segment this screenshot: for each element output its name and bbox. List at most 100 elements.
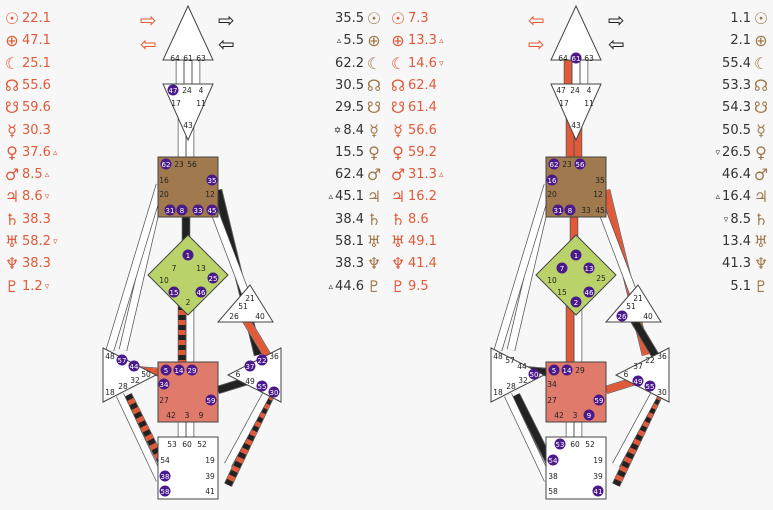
chart1-gate-1: 1: [186, 252, 190, 260]
chart2-gate-40: 40: [643, 312, 653, 321]
uranus-icon: ♅: [366, 232, 382, 251]
chart2-personality-row-10: 13.4 ♅: [718, 231, 771, 253]
chart1-personality-row-5: ✡ 8.4 ☿: [332, 120, 384, 142]
chart2-design-row-7: ♂ 31.3 ▵: [388, 164, 445, 186]
chart2-gate-21: 21: [633, 294, 643, 303]
earth-icon: ⊕: [5, 31, 19, 51]
chart2-gate-64: 64: [558, 54, 568, 63]
mars-icon: ♂: [366, 165, 382, 185]
chart2-personality-row-12: 5.1 ♇: [726, 276, 771, 298]
pluto-icon: ♇: [4, 276, 20, 296]
chart1-gate-55: 55: [258, 383, 267, 391]
north-node-icon: ☊: [390, 75, 406, 95]
fixing-marker: ▵: [44, 170, 50, 181]
chart1-gate-57-marker: [116, 354, 128, 366]
chart1-personality-row-3: 30.5 ☊: [331, 75, 384, 97]
planet-value: 2.1: [730, 33, 751, 49]
chart1-design-row-7: ♂ 8.5 ▵: [2, 164, 51, 186]
chart1-design-row-10: ♅ 58.2 ▿: [2, 231, 59, 253]
chart2-gate-54: 54: [549, 457, 558, 465]
jupiter-icon: ♃: [753, 187, 769, 207]
chart2-personality-row-1: 2.1 ⊕: [726, 30, 771, 52]
chart1-gate-8-marker: [176, 204, 188, 216]
chart2-gate-24: 24: [570, 86, 580, 95]
chart1-ch-root-solar-2-base: [224, 393, 270, 467]
mercury-icon: ☿: [7, 120, 17, 140]
chart1-gate-45-marker: [206, 204, 218, 216]
chart2-spleen-center: [490, 347, 546, 403]
chart1-gate-12: 12: [205, 190, 215, 199]
planet-value: 55.6: [22, 77, 51, 93]
chart1-gate-50: 50: [141, 370, 151, 379]
chart2-gate-11: 11: [584, 99, 594, 108]
venus-icon: ♀: [6, 142, 18, 162]
chart1-gate-22-marker: [256, 354, 268, 366]
pluto-icon: ♇: [753, 276, 769, 296]
chart1-gate-8: 8: [180, 207, 184, 215]
chart1-gate-48: 48: [105, 352, 115, 361]
chart2-gate-35: 35: [595, 176, 605, 185]
planet-value: 61.4: [408, 100, 437, 116]
moon-icon: ☾: [4, 53, 20, 73]
chart1-personality-row-10: 58.1 ♅: [331, 231, 384, 253]
chart2-gate-25: 25: [596, 274, 606, 283]
planet-value: 62.4: [408, 77, 437, 93]
chart1-personality-row-6: 15.5 ♀: [331, 142, 384, 164]
chart2-design-row-8: ♃ 16.2: [388, 186, 441, 208]
chart2-gate-26-marker: [616, 310, 628, 322]
fixing-marker: ▿: [438, 58, 444, 69]
planet-value: 44.6: [335, 278, 364, 294]
chart1-design-row-8: ♃ 8.6 ▿: [2, 186, 51, 208]
chart1-gate-46-marker: [195, 286, 207, 298]
chart2-gate-55: 55: [646, 383, 655, 391]
chart1-gate-28: 28: [118, 382, 128, 391]
chart2-gate-1: 1: [574, 252, 578, 260]
chart1-gate-1-marker: [182, 249, 194, 261]
mercury-icon: ☿: [369, 120, 379, 140]
chart2-gate-31: 31: [554, 207, 563, 215]
chart1-gate-47: 47: [169, 87, 178, 95]
chart2-gate-59: 59: [595, 397, 604, 405]
chart2-gate-53-marker: [554, 438, 566, 450]
chart1-personality-row-7: 62.4 ♂: [331, 164, 384, 186]
chart2-gate-23: 23: [562, 160, 572, 169]
chart2-gate-19: 19: [593, 456, 603, 465]
chart2-gate-39: 39: [593, 472, 603, 481]
chart1-gate-15-marker: [168, 286, 180, 298]
planet-value: 26.5: [722, 144, 751, 160]
planet-value: 41.4: [408, 256, 437, 272]
mars-icon: ♂: [4, 165, 20, 185]
chart1-ch-root-spleen-personality: [124, 393, 167, 467]
chart1-gate-54: 54: [160, 456, 170, 465]
mars-icon: ♂: [390, 165, 406, 185]
chart2-gate-9: 9: [587, 412, 591, 420]
chart2-gate-22: 22: [645, 356, 655, 365]
neptune-icon: ♆: [753, 254, 769, 274]
chart2-personality-row-2: 55.4 ☾: [718, 53, 771, 75]
chart2-personality-row-6: ▿ 26.5 ♀: [714, 142, 771, 164]
mars-icon: ♂: [753, 165, 769, 185]
personality-arrow-bottom-icon-2: ⇦: [608, 32, 625, 56]
chart1-solar-plexus-center: [226, 347, 282, 403]
venus-icon: ♀: [392, 142, 404, 162]
chart2-gate-46: 46: [585, 289, 594, 297]
planet-value: 30.3: [22, 122, 51, 138]
chart2-gate-29: 29: [575, 366, 585, 375]
chart2-solar-plexus-center: [614, 347, 670, 403]
chart1-gate-62-marker: [160, 158, 172, 170]
chart2-gate-13: 13: [585, 265, 594, 273]
chart1-gate-27: 27: [159, 396, 169, 405]
chart1-gate-14: 14: [175, 367, 184, 375]
chart2-gate-51: 51: [626, 302, 636, 311]
chart2-gate-43: 43: [571, 121, 581, 130]
planet-value: 5.5: [343, 33, 364, 49]
chart2-gate-9-marker: [583, 409, 595, 421]
planet-value: 22.1: [22, 11, 51, 26]
personality-arrow-top-icon-2: ⇨: [608, 8, 625, 32]
chart2-gate-32: 32: [518, 376, 528, 385]
chart1-gate-39: 39: [205, 472, 215, 481]
chart1-ch-throat-spleen-2-base: [106, 183, 164, 352]
south-node-icon: ☋: [4, 98, 20, 118]
chart2-design-row-2: ☾ 14.6 ▿: [388, 53, 445, 75]
chart1-design-row-9: ♄ 38.3: [2, 209, 55, 231]
